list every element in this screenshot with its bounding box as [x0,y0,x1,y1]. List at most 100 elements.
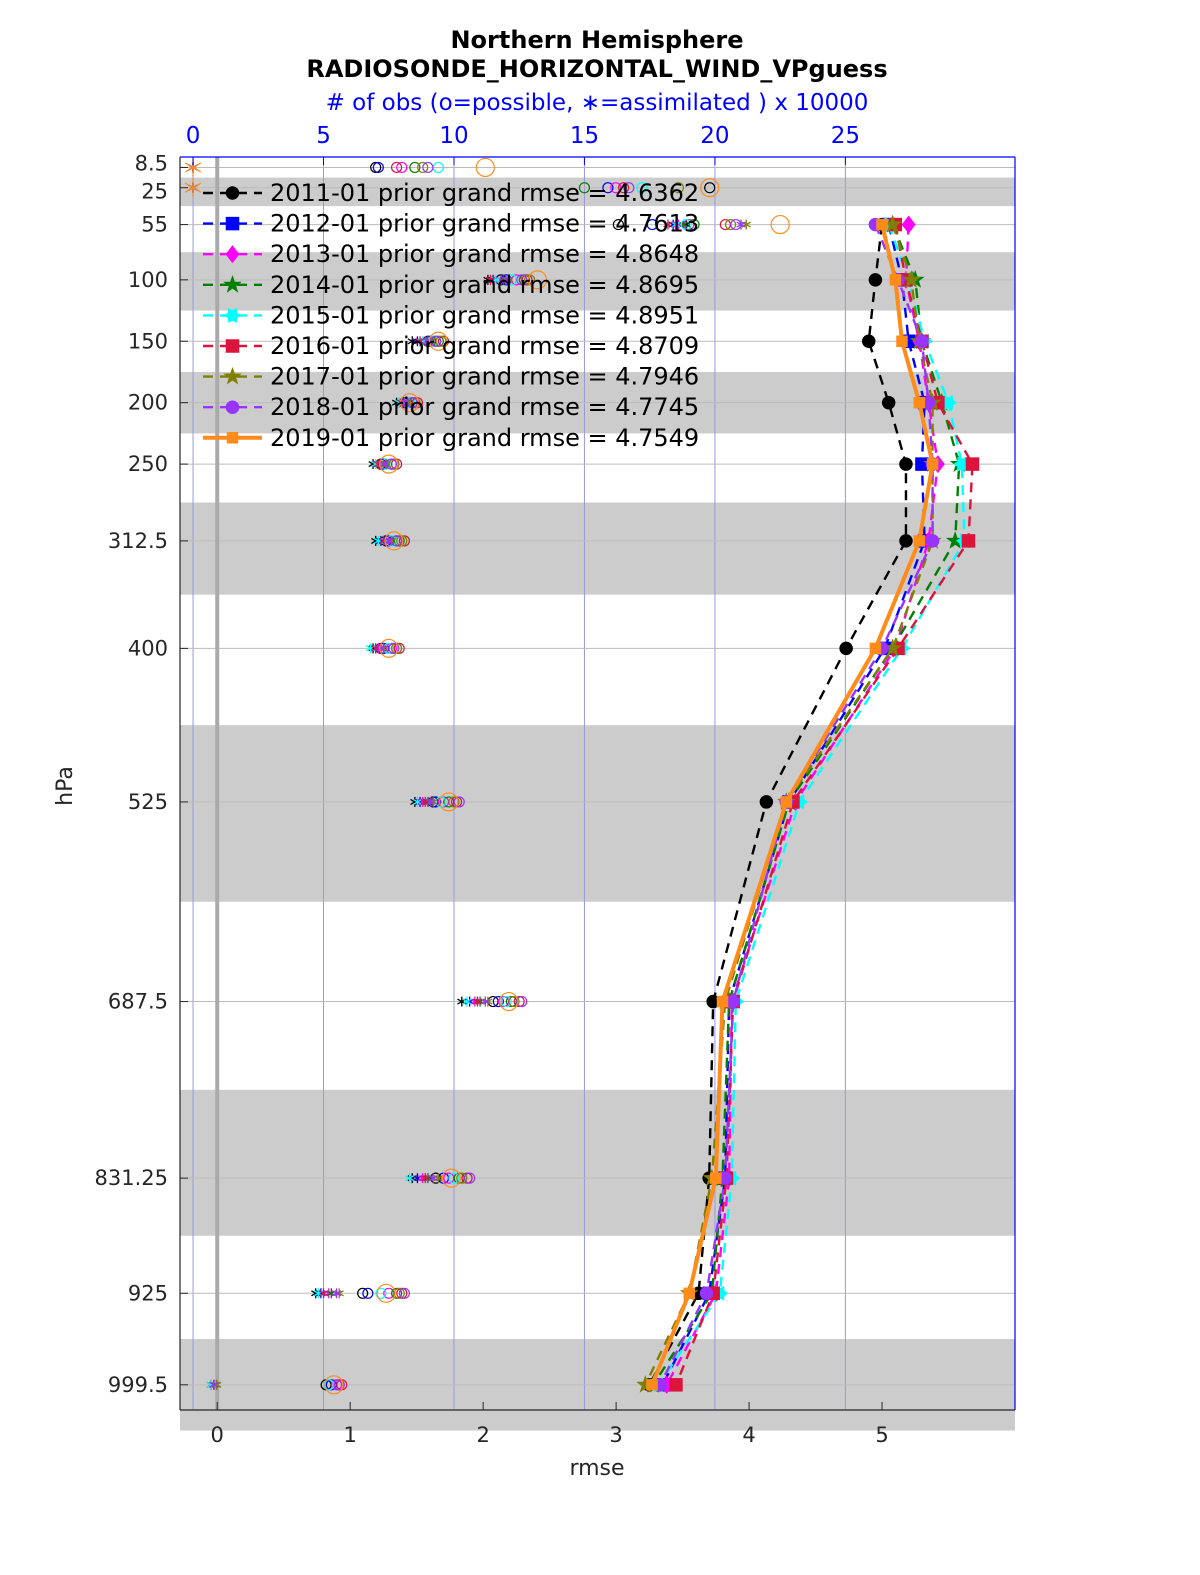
possible-obs-marker [430,335,442,347]
possible-obs-marker [448,1172,460,1184]
y-tick-label: 250 [128,452,168,476]
x-tick-label: 3 [609,1423,622,1447]
legend-entry: 2014-01 prior grand rmse = 4.8695 [203,271,699,299]
point-marker [646,1379,658,1391]
level-band [180,502,1015,595]
point-marker [925,534,940,548]
y-axis-label: hPa [53,766,78,806]
possible-obs-marker [385,458,397,470]
possible-obs-marker [324,1375,344,1395]
point-marker [876,218,888,231]
assimilated-marker [412,796,423,807]
possible-obs-marker [602,182,614,194]
possible-obs-marker [578,182,591,194]
possible-obs-marker [437,335,450,347]
y-tick-label: 525 [128,790,168,814]
possible-obs-marker [430,1172,442,1184]
possible-obs-marker [441,1168,461,1188]
possible-obs-marker [393,642,405,654]
point-marker [225,186,240,200]
assimilated-marker [462,996,472,1007]
point-marker [953,456,971,472]
series-line [658,224,934,1386]
series-line [650,224,935,1386]
possible-obs-marker [516,274,528,286]
possible-obs-marker [379,638,399,658]
obs-count-markers [184,157,790,1395]
top-tick-label: 5 [316,123,331,149]
possible-obs-marker [680,218,692,231]
possible-obs-marker [521,274,533,286]
assimilated-marker [663,219,673,230]
point-marker [915,334,929,349]
possible-obs-marker [448,796,460,808]
possible-obs-marker [724,218,737,231]
possible-obs-marker [376,1283,396,1303]
legend: 2011-01 prior grand rmse = 4.6362 2012-01… [203,179,699,452]
possible-obs-marker [461,1172,473,1184]
possible-obs-marker [508,995,520,1008]
possible-obs-marker [372,161,384,174]
top-axis-label: # of obs (o=possible, ∗=assimilated ) x … [326,90,869,116]
possible-obs-marker [516,995,528,1008]
point-marker [861,334,876,349]
possible-obs-marker [513,995,525,1008]
possible-obs-marker [330,1379,343,1391]
possible-obs-marker [388,458,400,470]
level-band [180,1089,1015,1236]
y-tick-label: 400 [128,636,168,660]
level-bands [180,177,1015,1431]
point-marker [223,308,242,323]
grid-lines [180,157,1015,1410]
possible-obs-marker [688,218,700,231]
point-marker [965,457,980,471]
legend-label: 2019-01 prior grand rmse = 4.7549 [270,424,699,452]
possible-obs-marker [390,161,403,174]
possible-obs-marker [636,182,648,194]
assimilated-marker [184,178,202,197]
legend-label: 2018-01 prior grand rmse = 4.7745 [270,393,699,421]
possible-obs-marker [439,792,459,812]
point-marker [223,366,242,385]
x-axis-label: rmse [569,1456,624,1481]
point-marker [926,458,939,470]
assimilated-marker [331,1288,342,1299]
possible-obs-marker [646,218,658,231]
assimilated-marker [209,1379,219,1390]
point-marker [901,215,916,234]
possible-obs-marker [393,1287,405,1299]
point-marker [225,245,240,264]
point-marker [901,270,921,288]
legend-label: 2012-01 prior grand rmse = 4.7613 [270,210,699,238]
y-tick-label: 200 [128,391,168,415]
assimilated-marker [378,459,389,470]
point-marker [716,995,729,1008]
legend-entry: 2015-01 prior grand rmse = 4.8951 [203,301,699,329]
y-tick-label: 831.25 [95,1166,168,1190]
top-tick-label: 10 [439,123,468,149]
possible-obs-marker [390,1287,403,1299]
possible-obs-marker [333,1379,345,1391]
possible-obs-marker [396,1287,408,1299]
top-tick-label: 15 [570,123,599,149]
possible-obs-marker [406,397,418,409]
possible-obs-marker [456,1172,468,1184]
top-tick-label: 25 [831,123,860,149]
y-tick-label: 925 [128,1281,168,1305]
possible-obs-marker [527,270,548,290]
assimilated-marker [420,1173,430,1184]
point-marker [913,396,926,409]
legend-label: 2016-01 prior grand rmse = 4.8709 [270,332,699,360]
point-marker [780,796,793,808]
x-tick-label: 5 [875,1423,888,1447]
possible-obs-marker [385,642,397,654]
possible-obs-marker [492,995,504,1008]
point-marker [913,535,926,547]
level-band [180,177,1015,207]
assimilated-marker [472,996,483,1007]
legend-label: 2013-01 prior grand rmse = 4.8648 [270,240,699,268]
possible-obs-marker [500,995,512,1008]
point-marker [710,1172,722,1184]
point-marker [869,642,882,655]
